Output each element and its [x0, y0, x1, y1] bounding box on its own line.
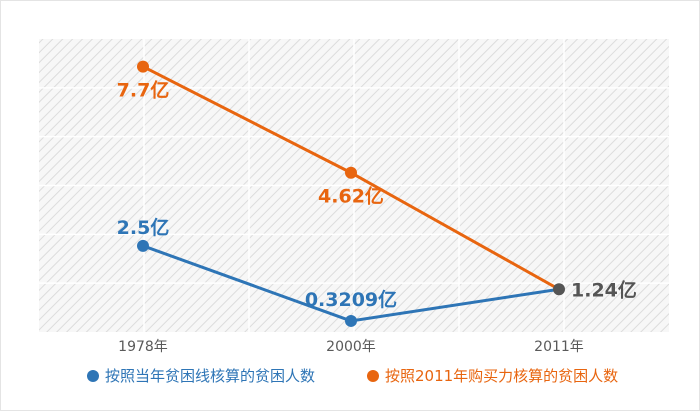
x-tick-label: 2011年	[534, 339, 584, 355]
data-point-shared	[553, 283, 565, 296]
data-point	[345, 166, 357, 179]
data-labels: 2.5亿 0.3209亿 7.7亿 4.62亿 1.24亿	[117, 79, 637, 311]
data-label: 2.5亿	[117, 216, 170, 239]
data-label: 7.7亿	[117, 79, 170, 102]
data-label: 4.62亿	[318, 185, 384, 208]
data-label: 0.3209亿	[305, 288, 397, 311]
grid-lines	[39, 39, 669, 332]
x-tick-label: 2000年	[326, 339, 376, 355]
legend-marker	[87, 370, 99, 382]
data-point	[345, 314, 357, 327]
data-point	[137, 239, 149, 252]
data-point	[137, 60, 149, 73]
x-axis-ticks: 1978年 2000年 2011年	[118, 339, 584, 355]
data-label-shared: 1.24亿	[571, 278, 637, 301]
legend-label: 按照当年贫困线核算的贫困人数	[105, 367, 315, 385]
legend-marker	[367, 370, 379, 382]
legend-label: 按照2011年购买力核算的贫困人数	[385, 367, 618, 385]
legend: 按照当年贫困线核算的贫困人数 按照2011年购买力核算的贫困人数	[87, 367, 618, 385]
series-lines	[137, 60, 565, 327]
x-tick-label: 1978年	[118, 339, 168, 355]
